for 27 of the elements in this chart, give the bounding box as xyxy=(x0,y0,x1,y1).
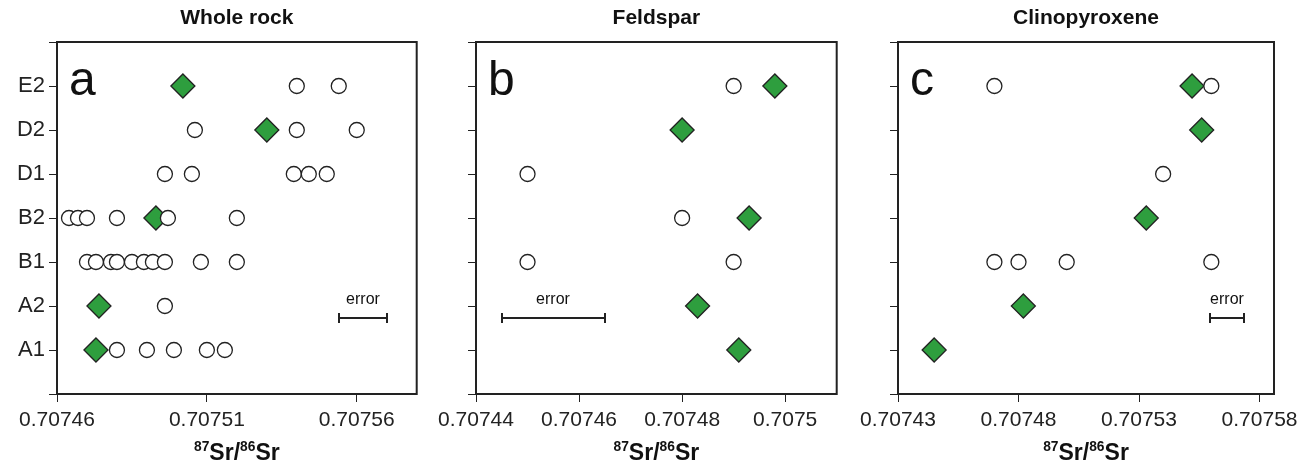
x-tick-label: 0.70756 xyxy=(318,407,395,431)
y-tick-label: B2 xyxy=(18,204,45,230)
x-tick-label: 0.70748 xyxy=(644,407,721,431)
x-tick-label: 0.70748 xyxy=(980,407,1057,431)
y-tick-label: D1 xyxy=(16,160,45,186)
y-tick-label: E2 xyxy=(18,72,45,98)
x-tick-label: 0.70751 xyxy=(168,407,245,431)
x-tick-label: 0.70743 xyxy=(860,407,936,431)
annotation: error xyxy=(346,290,381,308)
x-tick-label: 0.70744 xyxy=(438,407,515,431)
chart-title: Feldspar xyxy=(612,5,701,28)
x-tick-label: 0.70758 xyxy=(1221,407,1298,431)
annotation: c xyxy=(910,52,934,106)
x-tick-label: 0.70746 xyxy=(19,407,95,431)
x-tick-label: 0.7075 xyxy=(753,407,818,431)
x-tick-label: 0.70753 xyxy=(1101,407,1177,431)
annotation: a xyxy=(69,52,96,106)
annotation: b xyxy=(488,52,515,106)
y-tick-label: A2 xyxy=(18,292,45,318)
chart-title: Clinopyroxene xyxy=(1013,5,1159,28)
x-tick-label: 0.70746 xyxy=(541,407,618,431)
annotation: error xyxy=(1210,290,1245,308)
annotation: error xyxy=(536,290,571,308)
chart-title: Whole rock xyxy=(180,5,294,28)
y-tick-label: D2 xyxy=(16,116,45,142)
y-tick-label: B1 xyxy=(18,248,45,274)
y-tick-label: A1 xyxy=(18,336,45,362)
